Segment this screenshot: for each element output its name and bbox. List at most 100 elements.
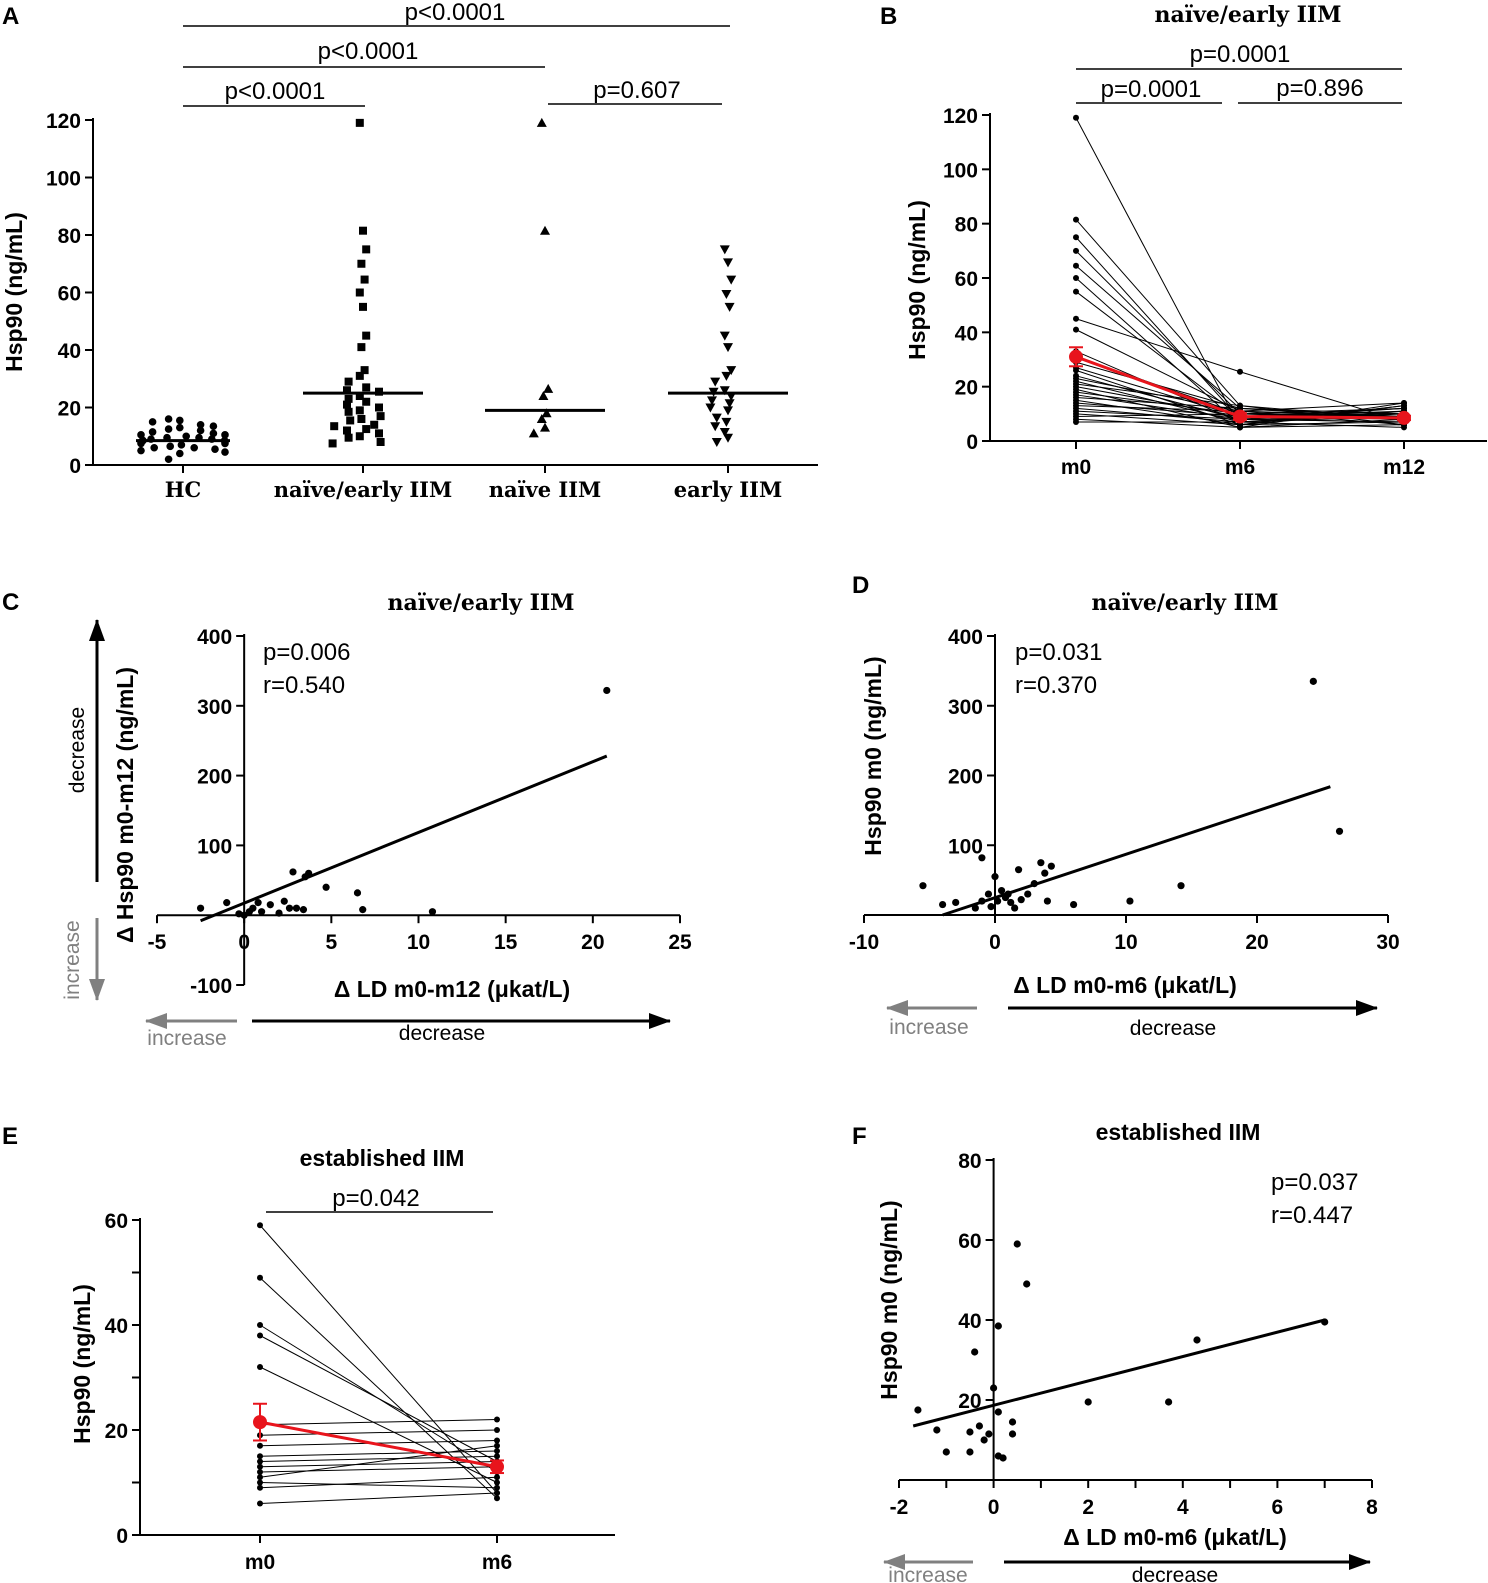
data-point bbox=[536, 414, 547, 423]
panel-d-chart: naïve/early IIM -10 0 10 20 30 100 200 300 400 Δ L… bbox=[849, 590, 1400, 1040]
data-point bbox=[1043, 897, 1051, 905]
data-point bbox=[978, 854, 986, 862]
x-tick-label: -5 bbox=[148, 931, 167, 954]
p-value-label: p<0.0001 bbox=[225, 78, 326, 105]
y-tick-label: 80 bbox=[58, 225, 81, 248]
data-point bbox=[346, 416, 355, 425]
data-point bbox=[190, 443, 198, 452]
data-point bbox=[541, 408, 552, 418]
data-point bbox=[370, 420, 379, 429]
data-point bbox=[249, 904, 257, 912]
data-point bbox=[176, 449, 184, 458]
subject-point bbox=[1073, 114, 1079, 121]
data-point bbox=[721, 417, 732, 427]
data-point bbox=[1004, 890, 1012, 898]
data-point bbox=[1193, 1336, 1201, 1344]
subject-point bbox=[1073, 275, 1079, 281]
y-tick-label: -100 bbox=[190, 975, 232, 998]
data-point bbox=[914, 1406, 922, 1414]
y-tick-label: 60 bbox=[105, 1210, 128, 1233]
subject-point bbox=[257, 1442, 263, 1449]
data-point bbox=[710, 422, 721, 432]
data-point bbox=[375, 387, 383, 396]
y-tick-label: 20 bbox=[955, 377, 978, 400]
data-point bbox=[266, 901, 274, 909]
data-point bbox=[1011, 904, 1019, 912]
y-tick-label: 0 bbox=[69, 455, 81, 478]
y-axis-label: Hsp90 (ng/mL) bbox=[904, 200, 930, 360]
data-point bbox=[330, 422, 339, 431]
subject-point bbox=[1073, 367, 1079, 374]
data-point bbox=[1017, 896, 1025, 904]
data-point bbox=[980, 1436, 988, 1444]
data-point bbox=[196, 426, 205, 435]
y-tick-label: 80 bbox=[958, 1150, 981, 1173]
data-point bbox=[1013, 1240, 1021, 1248]
x-tick-label: 6 bbox=[1272, 1496, 1284, 1519]
data-point bbox=[942, 1448, 950, 1456]
subject-point bbox=[1073, 262, 1079, 269]
data-point bbox=[344, 377, 353, 386]
subject-line bbox=[1075, 236, 1405, 420]
category-label: early IIM bbox=[674, 477, 782, 502]
data-point bbox=[355, 288, 364, 297]
subject-point bbox=[494, 1490, 500, 1496]
data-point bbox=[726, 275, 737, 285]
subject-point bbox=[257, 1222, 263, 1229]
y-tick-label: 200 bbox=[948, 766, 983, 789]
data-point bbox=[1047, 862, 1055, 870]
data-point bbox=[1014, 866, 1023, 874]
data-point bbox=[176, 423, 184, 432]
data-point bbox=[978, 897, 986, 905]
subject-point bbox=[257, 1274, 263, 1281]
data-point bbox=[528, 428, 539, 438]
data-point bbox=[343, 426, 351, 435]
x-tick-label: 0 bbox=[989, 931, 1001, 954]
x-tick-label: 4 bbox=[1177, 1496, 1189, 1519]
data-point bbox=[1023, 1280, 1031, 1288]
data-point bbox=[971, 904, 979, 912]
data-point bbox=[708, 387, 719, 397]
data-point bbox=[933, 1426, 941, 1434]
data-point bbox=[994, 897, 1002, 905]
data-point bbox=[719, 331, 730, 341]
data-point bbox=[355, 432, 364, 441]
subject-point bbox=[494, 1416, 500, 1423]
data-point bbox=[723, 433, 733, 443]
data-point bbox=[360, 275, 369, 284]
data-point bbox=[710, 377, 721, 387]
data-point bbox=[1024, 890, 1032, 898]
data-point bbox=[726, 392, 737, 401]
data-point bbox=[137, 446, 145, 455]
data-point bbox=[1321, 1318, 1329, 1326]
data-point bbox=[164, 415, 173, 423]
subject-line bbox=[259, 1455, 498, 1462]
r-value-label: r=0.447 bbox=[1271, 1202, 1353, 1229]
data-point bbox=[362, 331, 371, 340]
data-point bbox=[966, 1428, 974, 1436]
data-point bbox=[322, 883, 330, 891]
panel-e-chart: established IIM 0 20 40 60 m0 m6 Hsp90 (ng/mL) p… bbox=[69, 1145, 615, 1574]
data-point bbox=[359, 226, 367, 235]
y-tick-label: 20 bbox=[958, 1390, 981, 1413]
panel-letters: A B C D E F bbox=[2, 3, 897, 1150]
data-point bbox=[344, 407, 353, 416]
panel-a-chart: 0 20 40 60 80 100 120 HC naïve/early IIM naïve II… bbox=[1, 0, 818, 502]
subject-point bbox=[257, 1364, 263, 1370]
y-axis-label: Hsp90 (ng/mL) bbox=[1, 212, 27, 372]
mean-point bbox=[1233, 409, 1247, 424]
data-point bbox=[711, 413, 722, 423]
data-point bbox=[355, 371, 364, 380]
y-axis-label: Hsp90 (ng/mL) bbox=[69, 1284, 95, 1444]
subject-point bbox=[494, 1484, 500, 1491]
x-tick-label: 0 bbox=[238, 931, 250, 954]
data-point bbox=[362, 425, 371, 434]
y-tick-label: 120 bbox=[943, 105, 978, 128]
data-point bbox=[994, 1322, 1002, 1330]
data-point bbox=[357, 343, 366, 352]
data-point bbox=[328, 439, 337, 448]
data-point bbox=[723, 258, 733, 268]
x-axis-label: Δ LD m0-m6 (μkat/L) bbox=[1063, 1524, 1287, 1550]
chart-title: established IIM bbox=[1096, 1119, 1261, 1145]
